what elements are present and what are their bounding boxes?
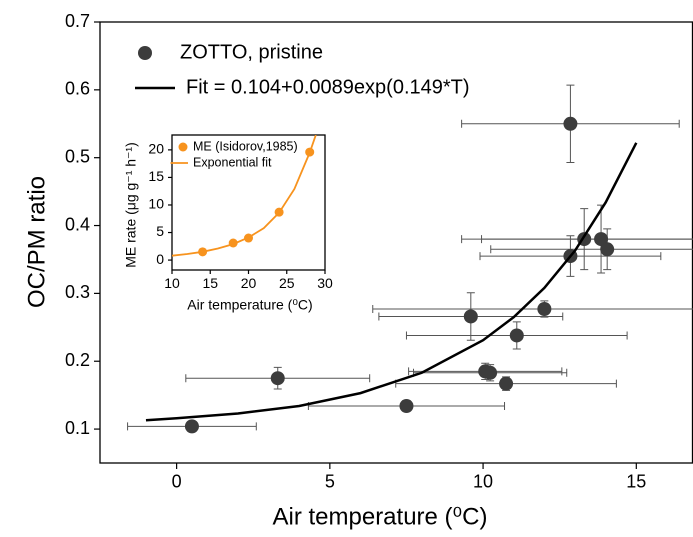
y-tick-label: 15 bbox=[148, 168, 164, 184]
data-point bbox=[499, 376, 514, 391]
data-point bbox=[399, 399, 414, 414]
x-tick-label: 25 bbox=[279, 275, 295, 291]
legend-label: Exponential fit bbox=[193, 155, 272, 169]
y-tick-label: 10 bbox=[148, 196, 164, 212]
data-point bbox=[483, 365, 498, 380]
data-point bbox=[184, 419, 199, 434]
x-error-bar bbox=[372, 304, 693, 313]
x-tick-label: 20 bbox=[241, 275, 257, 291]
plot-area bbox=[127, 84, 693, 434]
y-tick-label: 0.1 bbox=[65, 418, 90, 438]
data-point bbox=[600, 242, 615, 257]
x-axis-label: Air temperature (⁰C) bbox=[272, 503, 487, 530]
data-point bbox=[463, 309, 478, 324]
legend-label: ZOTTO, pristine bbox=[180, 41, 323, 63]
legend-label: ME (Isidorov,1985) bbox=[193, 139, 298, 153]
y-tick-label: 0.4 bbox=[65, 214, 90, 234]
data-point bbox=[594, 232, 609, 247]
x-error-bar bbox=[490, 245, 693, 254]
x-tick-label: 0 bbox=[172, 471, 182, 491]
y-tick-label: 0 bbox=[156, 251, 164, 267]
y-tick-label: 0.6 bbox=[65, 79, 90, 99]
fit-line bbox=[172, 135, 317, 257]
inset-background bbox=[172, 135, 325, 270]
x-tick-label: 10 bbox=[164, 275, 180, 291]
y-tick-label: 0.2 bbox=[65, 350, 90, 370]
x-tick-label: 30 bbox=[317, 275, 333, 291]
x-tick-label: 15 bbox=[202, 275, 218, 291]
x-axis-label: Air temperature (⁰C) bbox=[187, 297, 312, 313]
legend-marker bbox=[178, 142, 188, 152]
y-tick-label: 20 bbox=[148, 141, 164, 157]
x-tick-label: 10 bbox=[473, 471, 493, 491]
plot-area bbox=[172, 135, 317, 257]
y-axis-label: ME rate (μg g⁻¹ h⁻¹) bbox=[123, 142, 139, 268]
data-point bbox=[563, 116, 578, 131]
y-tick-label: 0.5 bbox=[65, 146, 90, 166]
legend-marker bbox=[138, 46, 152, 60]
fit-line bbox=[145, 142, 638, 422]
data-point bbox=[509, 328, 524, 343]
legend-label: Fit = 0.104+0.0089exp(0.149*T) bbox=[186, 76, 470, 98]
data-point bbox=[270, 371, 285, 386]
y-axis-label: OC/PM ratio bbox=[23, 176, 50, 308]
data-point bbox=[537, 301, 552, 316]
y-tick-label: 0.7 bbox=[65, 11, 90, 31]
y-tick-label: 5 bbox=[156, 223, 164, 239]
y-tick-label: 0.3 bbox=[65, 282, 90, 302]
x-tick-label: 5 bbox=[325, 471, 335, 491]
x-tick-label: 15 bbox=[626, 471, 646, 491]
